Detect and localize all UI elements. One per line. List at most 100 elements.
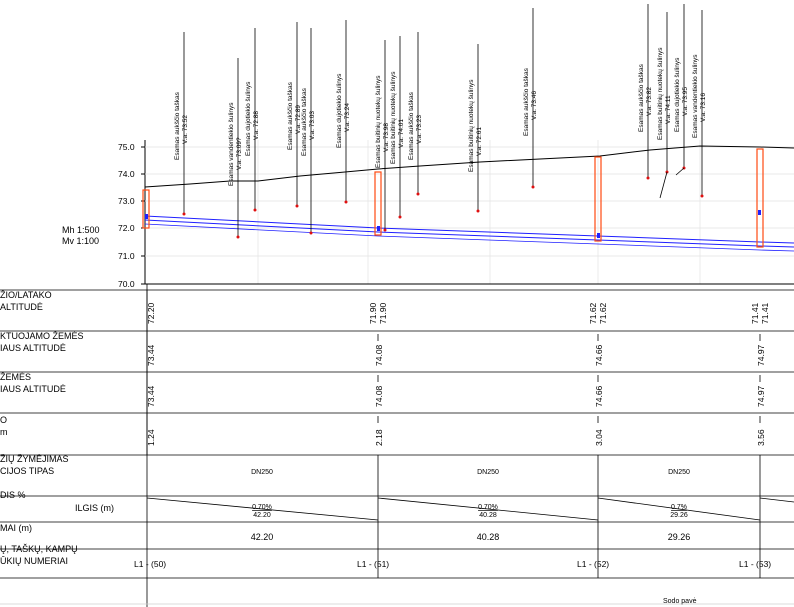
segment-length: 42.20 <box>251 532 274 542</box>
table-row-label: ŽIŲ ŽYMĖJIMAS <box>0 454 69 464</box>
pipe-type: DN250 <box>251 469 273 476</box>
segment-length: 40.28 <box>477 532 500 542</box>
table-row-label: m <box>0 427 8 437</box>
callout-title: Esamas aukščio taškas <box>638 63 645 132</box>
table-row-label: CIJOS TIPAS <box>0 466 55 476</box>
node-labels: L1 - (50) L1 - (51) L1 - (52) L1 - (53) <box>134 559 771 569</box>
callout-point <box>182 212 186 216</box>
segment-slope: 0.70% <box>252 504 272 511</box>
table-row-label: ŽIO/LATAKO <box>0 290 52 300</box>
callout-value: V.a. 72.61 <box>476 127 483 156</box>
existing-ground-elevation: 74.08 <box>374 385 384 407</box>
invert-elevation: 71.41 <box>760 302 770 324</box>
callout-value: V.a. 74.01 <box>398 119 405 148</box>
node-label: L1 - (53) <box>739 559 771 569</box>
pipe-type: DN250 <box>477 469 499 476</box>
invert-elevation: 72.20 <box>146 302 156 324</box>
segment-labels: DN2500.70%42.2042.20DN2500.70%40.2840.28… <box>251 469 691 542</box>
callout-title: Esamas vandentiekio šulinys <box>692 54 699 138</box>
sewer-pipe <box>144 215 794 252</box>
pipe-depth: 2.18 <box>374 429 384 446</box>
existing-ground-elevation: 74.66 <box>594 385 604 407</box>
segment-slope: 0.7% <box>671 504 687 511</box>
pipe-type: DN250 <box>668 469 690 476</box>
callout-title: Esamas aukščio taškas <box>408 91 415 160</box>
callout-title: Esamas dujotiekio šulinys <box>674 57 681 132</box>
invert-elevation: 71.90 <box>378 302 388 324</box>
elevation-axis-ticks: 75.0 74.0 73.0 72.0 71.0 70.0 <box>118 142 145 289</box>
node-label: L1 - (52) <box>577 559 609 569</box>
callout-point <box>646 176 650 180</box>
vertical-scale: Mv 1:100 <box>62 236 100 246</box>
manhole-l1-50 <box>142 189 150 229</box>
axis-tick-label: 72.0 <box>118 223 135 233</box>
segment-slope-length: 42.20 <box>253 512 271 519</box>
table-row-label: IAUS ALTITUDĖ <box>0 343 66 353</box>
axis-tick-label: 71.0 <box>118 251 135 261</box>
slope-diagonals <box>146 497 794 521</box>
manhole-l1-51 <box>374 171 382 236</box>
design-ground-elevation: 74.66 <box>594 344 604 366</box>
callout-title: Esamas buitinių nuotekų šulinys <box>657 47 664 140</box>
callout-point <box>383 228 387 232</box>
manholes <box>142 148 764 248</box>
callout-title: Esamas buitinių nuotekų šulinys <box>390 71 397 164</box>
callout-value: V.a. 73.03 <box>309 111 316 140</box>
horizontal-scale: Mh 1:500 <box>62 225 100 235</box>
callout-point <box>236 235 240 239</box>
callout-value: V.a. 73.98 <box>383 123 390 152</box>
callout-point <box>253 208 257 212</box>
table-row-label: ALTITUDĖ <box>0 302 43 312</box>
design-ground-elevation: 74.08 <box>374 344 384 366</box>
table-row-label: O <box>0 415 8 425</box>
table-row-sublabel: ILGIS (m) <box>75 503 115 513</box>
segment-slope-length: 29.26 <box>670 512 688 519</box>
node-label: L1 - (50) <box>134 559 166 569</box>
callout-point <box>344 200 348 204</box>
design-ground-elevation: 74.97 <box>756 344 766 366</box>
pipe-depth: 1.24 <box>146 429 156 446</box>
axis-tick-label: 70.0 <box>118 279 135 289</box>
table-row-label: KTUOJAMO ŽEMĖS <box>0 331 84 341</box>
callout-value: V.a. 73.95 <box>682 87 689 116</box>
segment-slope: 0.70% <box>478 504 498 511</box>
callout-point <box>531 185 535 189</box>
manhole-l1-52 <box>594 156 602 242</box>
invert-elevation: 71.62 <box>588 302 598 324</box>
callout-value: V.a. 73.23 <box>416 115 423 144</box>
callout-labels: Esamas aukščio taškas V.a. 73.52 Esamas va… <box>174 47 707 186</box>
table-row-label: IAUS ALTITUDĖ <box>0 384 66 394</box>
manhole-l1-53 <box>756 148 764 248</box>
callout-title: Esamas aukščio taškas <box>301 87 308 156</box>
callout-leader <box>675 167 685 176</box>
existing-ground-elevation: 74.97 <box>756 385 766 407</box>
design-ground-elevation: 73.44 <box>146 344 156 366</box>
segment-length: 29.26 <box>668 532 691 542</box>
callout-point <box>476 209 480 213</box>
callout-value: V.a. 73.52 <box>182 115 189 144</box>
callout-point <box>700 194 704 198</box>
invert-elevation: 71.62 <box>598 302 608 324</box>
callout-title: Esamas dujotiekio šulinys <box>245 81 252 156</box>
callout-value: V.a. 72.89 <box>295 105 302 134</box>
callout-title: Esamas aukščio taškas <box>523 67 530 136</box>
callout-value: V.a. 73.09? <box>236 137 243 170</box>
table-row-label: ŽEMĖS <box>0 372 32 382</box>
callout-value: V.a. 72.88 <box>253 111 260 140</box>
table-row-label: ŪKIŲ NUMERIAI <box>0 556 69 566</box>
callout-value: V.a. 74.11 <box>665 95 672 124</box>
axis-tick-label: 73.0 <box>118 196 135 206</box>
table-row-label: Ų, TAŠKŲ, KAMPŲ <box>0 544 78 554</box>
callout-value: V.a. 73.16 <box>700 93 707 122</box>
callout-title: Esamas buitinių nuotekų šulinys <box>468 79 475 172</box>
callout-value: V.a. 73.46 <box>531 91 538 120</box>
ground-surface-line <box>144 145 794 188</box>
axis-tick-label: 75.0 <box>118 142 135 152</box>
callout-point <box>295 204 299 208</box>
segment-slope-length: 40.28 <box>479 512 497 519</box>
node-label: L1 - (51) <box>357 559 389 569</box>
station-values: 72.20 73.44 73.44 1.24 71.90 71.90 74.08 74.08 2… <box>146 302 770 446</box>
callout-value: V.a. 73.24 <box>344 103 351 132</box>
callout-leader <box>659 171 668 199</box>
